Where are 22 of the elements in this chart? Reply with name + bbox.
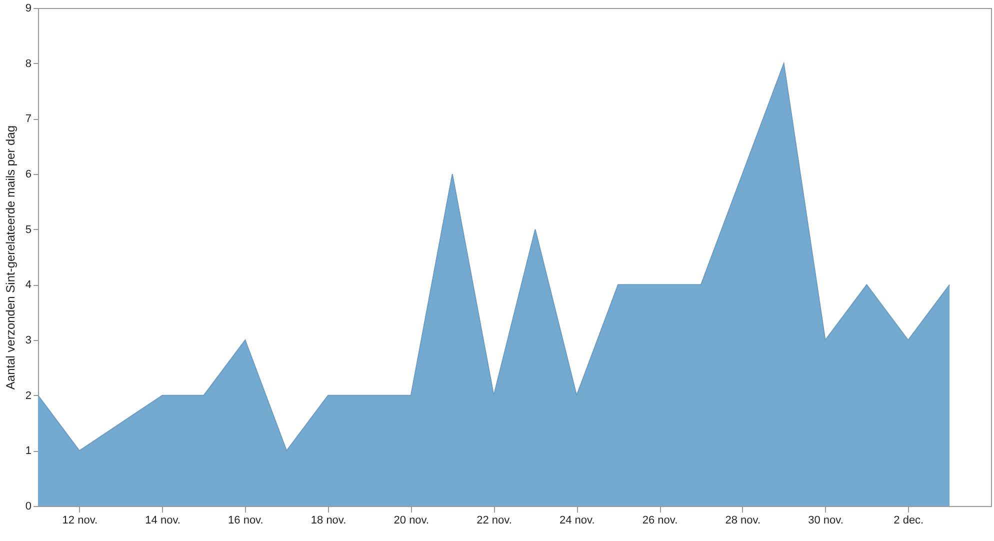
y-tick-label: 2 [25, 390, 32, 402]
y-axis-title: Aantal verzonden Sint-gerelateerde mails per dag [3, 125, 18, 390]
y-tick-label: 0 [25, 500, 32, 512]
x-tick-label: 26 nov. [642, 514, 678, 526]
x-tick-label: 24 nov. [560, 514, 595, 526]
y-tick-label: 1 [25, 445, 32, 458]
x-tick-label: 2 dec. [894, 514, 924, 526]
x-tick-label: 30 nov. [808, 514, 844, 526]
x-tick-label: 18 nov. [310, 514, 346, 526]
y-tick-label: 5 [25, 224, 32, 236]
y-tick-label: 6 [25, 168, 32, 180]
y-tick-label: 7 [25, 113, 32, 126]
y-tick-label: 8 [25, 58, 32, 70]
y-tick-label: 4 [25, 279, 32, 292]
x-tick-label: 16 nov. [228, 514, 264, 526]
x-tick-label: 14 nov. [145, 514, 180, 526]
x-tick-label: 28 nov. [725, 514, 761, 526]
x-tick-label: 22 nov. [476, 514, 512, 526]
x-tick-label: 12 nov. [62, 514, 98, 526]
y-tick-label: 3 [25, 334, 32, 346]
x-tick-label: 20 nov. [394, 514, 430, 526]
y-tick-label: 9 [25, 2, 32, 14]
